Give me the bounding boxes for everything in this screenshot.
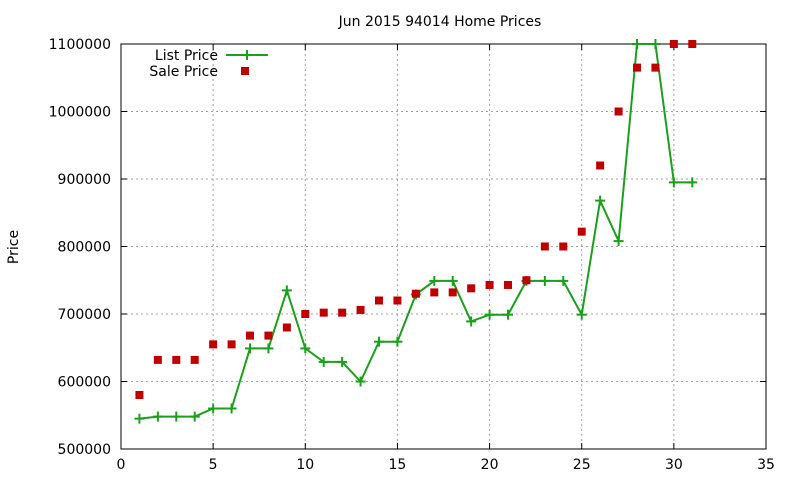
sale-price-point	[338, 308, 347, 317]
y-tick-label: 500000	[58, 442, 111, 458]
list-price-point	[576, 309, 587, 320]
sale-price-point	[504, 280, 512, 289]
sale-price-point	[135, 391, 144, 399]
sale-price-point	[688, 40, 697, 48]
list-price-point	[466, 316, 477, 327]
list-price-point	[374, 336, 384, 347]
sale-price-point	[411, 289, 420, 298]
list-price-point	[134, 413, 145, 424]
sale-price-point	[301, 310, 310, 318]
sale-price-point	[522, 276, 531, 285]
list-price-point	[632, 39, 642, 49]
list-price-point	[355, 376, 366, 387]
list-price-line	[139, 43, 693, 420]
sale-price-point	[467, 284, 476, 293]
list-price-point	[189, 411, 200, 422]
y-tick-label: 900000	[58, 172, 111, 188]
list-price-point	[484, 309, 495, 320]
sale-price-point	[577, 227, 586, 236]
list-price-point	[503, 309, 513, 320]
list-price-point	[208, 403, 219, 414]
legend-sale-marker	[241, 67, 249, 75]
sale-price-point	[633, 63, 641, 72]
sale-price-point	[448, 288, 457, 297]
x-tick-label: 5	[209, 457, 218, 473]
sale-price-point	[153, 355, 162, 364]
list-price-point	[429, 275, 440, 286]
list-price-point	[595, 195, 606, 206]
sale-price-point	[264, 331, 273, 340]
sale-price-point	[485, 280, 494, 289]
legend-list-marker	[242, 50, 252, 60]
x-tick-label: 10	[296, 457, 314, 473]
sale-price-point	[190, 355, 199, 364]
y-tick-label: 700000	[58, 307, 111, 323]
sale-price-point	[172, 355, 181, 364]
sale-price-point	[227, 340, 236, 349]
sale-price-point	[375, 296, 383, 305]
sale-price-point	[651, 63, 660, 72]
list-price-point	[558, 275, 569, 286]
sale-price-point	[356, 305, 365, 314]
list-price-point	[300, 343, 311, 354]
list-price-point	[226, 403, 237, 414]
list-price-point	[171, 411, 182, 422]
list-price-point	[318, 356, 329, 367]
x-tick-label: 35	[757, 457, 775, 473]
y-axis-label: Price	[6, 230, 22, 264]
list-price-point	[447, 275, 458, 286]
list-price-point	[392, 336, 403, 347]
series-layer	[134, 39, 698, 424]
sale-price-point	[596, 161, 605, 170]
sale-price-point	[319, 308, 328, 317]
sale-price-point	[282, 323, 291, 332]
list-price-point	[687, 177, 698, 188]
list-price-point	[152, 411, 163, 422]
sale-price-point	[393, 296, 402, 305]
list-price-point	[539, 275, 550, 286]
sale-price-point	[669, 40, 678, 48]
list-price-point	[613, 236, 624, 247]
x-tick-label: 15	[389, 457, 407, 473]
y-tick-label: 1000000	[49, 105, 111, 121]
legend-sale-label: Sale Price	[149, 64, 218, 80]
list-price-point	[263, 343, 274, 354]
y-tick-label: 600000	[58, 375, 111, 391]
x-tick-label: 25	[573, 457, 591, 473]
sale-price-point	[559, 242, 568, 251]
list-price-point	[245, 343, 255, 354]
sale-price-point	[209, 340, 218, 349]
list-price-point	[281, 285, 292, 296]
legend-list-label: List Price	[155, 48, 218, 64]
list-price-point	[650, 39, 661, 49]
sale-price-point	[614, 107, 623, 116]
x-tick-label: 20	[481, 457, 499, 473]
y-tick-label: 1100000	[49, 37, 111, 53]
y-tick-label: 800000	[58, 240, 111, 256]
list-price-point	[337, 356, 348, 367]
sale-price-point	[430, 288, 439, 297]
grid-lines	[121, 44, 766, 449]
axes: 0 5 10 15 20 25 30 35 500000 600000 700000 800000 90…	[49, 37, 775, 473]
sale-price-point	[246, 331, 254, 340]
chart-title: Jun 2015 94014 Home Prices	[338, 14, 542, 30]
list-price-point	[668, 177, 679, 188]
x-tick-label: 30	[665, 457, 683, 473]
sale-price-point	[540, 242, 549, 251]
plot-border	[120, 43, 767, 450]
x-tick-label: 0	[117, 457, 126, 473]
